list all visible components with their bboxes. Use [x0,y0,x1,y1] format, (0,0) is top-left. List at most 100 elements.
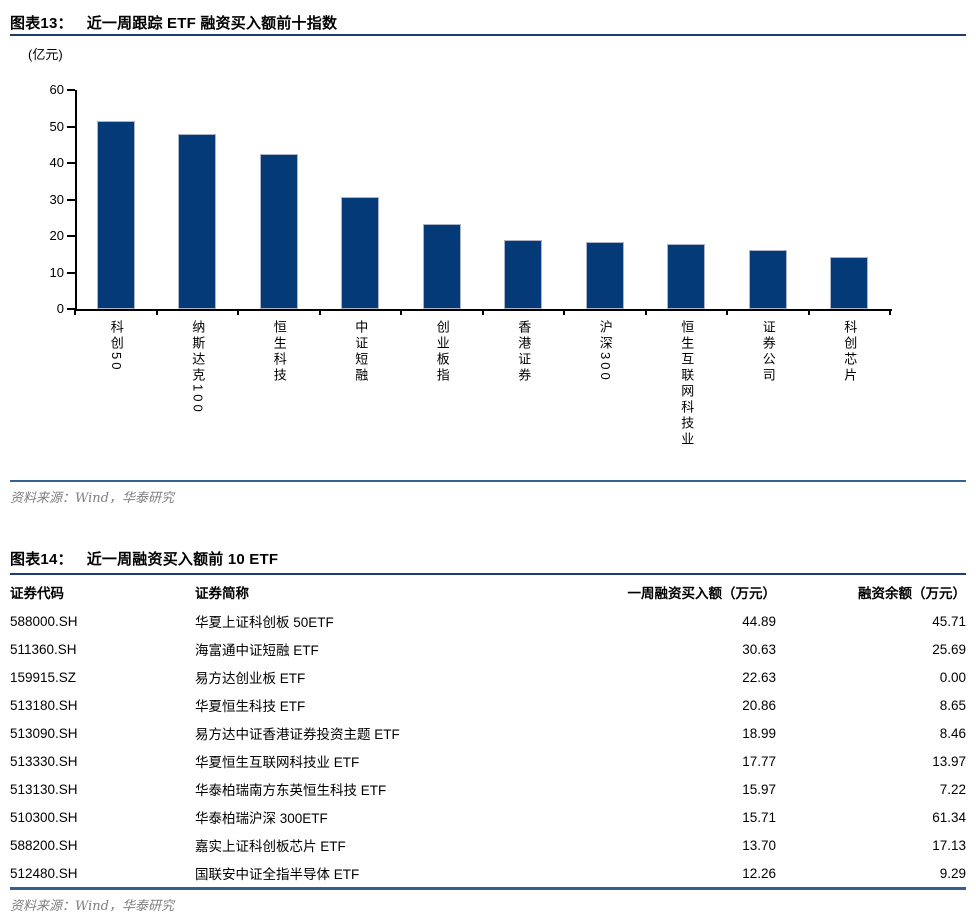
security-code: 588200.SH [10,837,78,853]
weekly-buy-amount: 18.99 [742,725,776,741]
x-axis-label: 科创50 [108,320,124,373]
financing-balance: 9.29 [939,865,966,881]
financing-balance: 13.97 [932,753,966,769]
x-axis-label: 纳斯达克100 [190,320,206,415]
x-tick-mark [237,309,239,315]
x-axis-label: 香港证券 [516,320,532,384]
security-name: 易方达中证香港证券投资主题 ETF [195,727,400,742]
security-code: 512480.SH [10,865,78,881]
column-header-security-code: 证券代码 [10,586,64,601]
chart-plot-area [75,90,892,311]
financing-balance: 25.69 [932,641,966,657]
y-tick-mark [67,198,75,201]
bar-科创50 [96,121,135,309]
weekly-buy-amount: 15.97 [742,781,776,797]
weekly-buy-amount: 12.26 [742,865,776,881]
figure-13: 图表13： 近一周跟踪 ETF 融资买入额前十指数 (亿元) 0 10 20 30 40… [10,12,966,506]
x-axis-label: 中证短融 [353,320,369,384]
y-tick-label: 0 [56,301,64,316]
y-tick-mark [67,308,75,310]
y-tick-label: 40 [49,155,64,170]
security-name: 华夏恒生互联网科技业 ETF [195,755,360,770]
security-code: 513180.SH [10,697,78,713]
table-row: 513130.SH 华泰柏瑞南方东英恒生科技 ETF 15.97 7.22 [10,775,966,803]
table-row: 588200.SH 嘉实上证科创板芯片 ETF 13.70 17.13 [10,831,966,859]
security-code: 513130.SH [10,781,78,797]
financing-balance: 8.46 [939,725,966,741]
y-tick-label: 50 [49,118,64,134]
x-tick-mark [726,309,728,315]
x-tick-mark [481,309,484,315]
weekly-buy-amount: 44.89 [742,613,776,629]
y-axis-unit-label: (亿元) [28,47,63,62]
security-code: 511360.SH [10,641,77,657]
table-row: 510300.SH 华泰柏瑞沪深 300ETF 15.71 61.34 [10,803,966,831]
x-axis-label: 创业板指 [434,320,450,384]
y-tick-mark [67,125,75,128]
table-row: 512480.SH 国联安中证全指半导体 ETF 12.26 9.29 [10,859,966,887]
y-tick-label: 20 [49,228,64,243]
figure-14: 图表14： 近一周融资买入额前 10 ETF 证券代码 证券简称 一周融资买入额（万… [10,548,966,914]
figure-14-title: 图表14： 近一周融资买入额前 10 ETF [10,548,966,570]
weekly-buy-amount: 15.71 [742,809,776,825]
table-header-row: 证券代码 证券简称 一周融资买入额（万元） 融资余额（万元） [10,577,966,607]
table-row: 513180.SH 华夏恒生科技 ETF 20.86 8.65 [10,691,966,719]
bar-恒生科技 [259,153,298,309]
bar-创业板指 [422,223,461,309]
bar-沪深300 [585,242,624,309]
x-tick-mark [644,309,647,315]
figure-14-title-text: 近一周融资买入额前 10 ETF [86,551,279,568]
weekly-buy-amount: 13.70 [742,837,776,853]
bar-证券公司 [748,249,787,309]
financing-balance: 0.00 [939,669,966,685]
security-name: 国联安中证全指半导体 ETF [195,867,360,882]
column-header-security-name: 证券简称 [195,586,249,601]
figure-13-label: 图表13： [10,15,73,32]
security-name: 华泰柏瑞沪深 300ETF [195,811,328,826]
table-row: 588000.SH 华夏上证科创板 50ETF 44.89 45.71 [10,607,966,635]
x-tick-mark [318,309,321,315]
security-name: 嘉实上证科创板芯片 ETF [195,839,346,854]
x-axis-label: 沪深300 [597,320,613,383]
bar-科创芯片 [830,257,869,309]
y-tick-label: 10 [49,264,64,280]
financing-balance: 45.71 [932,613,966,629]
x-axis-label: 恒生互联网科技业 [679,320,695,448]
security-code: 159915.SZ [10,669,77,685]
weekly-buy-amount: 30.63 [742,641,776,657]
bar-chart: (亿元) 0 10 20 30 40 50 60 科创50 纳斯达克100 恒生科技 中证短融 创业板… [10,44,966,480]
security-code: 510300.SH [10,809,78,825]
figure-14-bottom-rule [10,887,966,890]
figure-13-title-text: 近一周跟踪 ETF 融资买入额前十指数 [86,15,338,32]
security-name: 华夏恒生科技 ETF [195,699,306,714]
weekly-buy-amount: 17.77 [742,753,776,769]
figure-14-title-rule [10,573,966,575]
table-row: 511360.SH 海富通中证短融 ETF 30.63 25.69 [10,635,966,663]
y-tick-mark [67,271,75,274]
y-tick-mark [67,235,75,237]
x-tick-mark [400,309,402,315]
y-tick-mark [67,89,75,91]
x-tick-mark [155,309,158,315]
security-name: 华泰柏瑞南方东英恒生科技 ETF [195,783,387,798]
financing-balance: 7.22 [939,781,966,797]
financing-balance: 61.34 [932,809,966,825]
security-code: 513330.SH [10,753,78,769]
x-axis-label: 恒生科技 [271,320,287,384]
figure-14-source: 资料来源：Wind，华泰研究 [10,899,174,914]
bar-恒生互联网科技业 [667,244,706,309]
table-row: 513330.SH 华夏恒生互联网科技业 ETF 17.77 13.97 [10,747,966,775]
column-header-financing-balance: 融资余额（万元） [858,586,966,601]
x-tick-mark [889,309,891,315]
x-tick-mark [74,309,76,315]
x-tick-mark [563,309,565,315]
bar-香港证券 [504,239,543,309]
security-code: 588000.SH [10,613,78,629]
etf-table: 证券代码 证券简称 一周融资买入额（万元） 融资余额（万元） 588000.SH 华夏上证… [10,577,966,887]
figure-13-title-rule [10,34,966,36]
security-code: 513090.SH [10,725,78,741]
x-tick-mark [807,309,810,315]
table-row: 513090.SH 易方达中证香港证券投资主题 ETF 18.99 8.46 [10,719,966,747]
security-name: 海富通中证短融 ETF [195,643,319,658]
